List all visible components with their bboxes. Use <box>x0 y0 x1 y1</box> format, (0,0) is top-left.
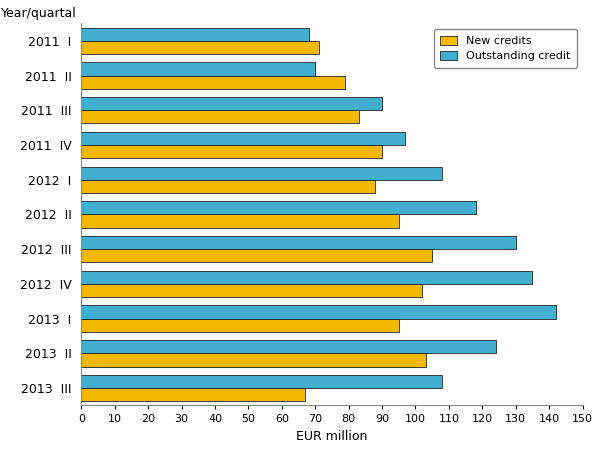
Bar <box>82 375 442 388</box>
Bar <box>82 340 496 353</box>
Bar <box>82 166 442 180</box>
Legend: New credits, Outstanding credit: New credits, Outstanding credit <box>434 29 577 68</box>
Bar <box>82 319 399 332</box>
Bar <box>82 388 305 401</box>
Bar <box>82 180 376 193</box>
Text: Year/quartal: Year/quartal <box>1 7 77 20</box>
Bar <box>82 62 315 76</box>
Bar <box>82 201 476 215</box>
Bar <box>82 284 422 297</box>
Bar <box>82 306 556 319</box>
Bar <box>82 236 516 249</box>
Bar <box>82 97 382 110</box>
Bar <box>82 353 425 367</box>
Bar <box>82 110 359 123</box>
Bar <box>82 41 319 54</box>
Bar <box>82 76 346 89</box>
Bar <box>82 132 406 145</box>
Bar <box>82 145 382 158</box>
Bar <box>82 215 399 228</box>
Bar <box>82 271 532 284</box>
X-axis label: EUR million: EUR million <box>296 430 368 443</box>
Bar <box>82 27 308 41</box>
Bar <box>82 249 432 262</box>
